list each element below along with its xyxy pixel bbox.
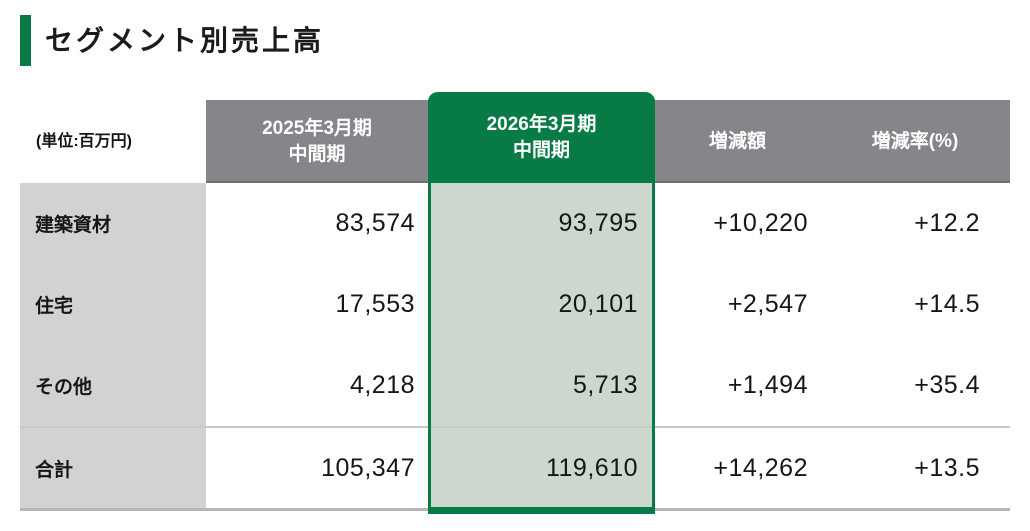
title-block: セグメント別売上高: [20, 15, 324, 66]
unit-label: (単位:百万円): [20, 100, 206, 183]
table-row-building-materials: 建築資材 83,574 93,795 +10,220 +12.2: [20, 183, 1010, 264]
change-rate-value: +14.5: [820, 264, 1010, 345]
current-period-value: 119,610: [428, 428, 655, 508]
title-accent-bar: [20, 15, 31, 66]
table-row-total: 合計 105,347 119,610 +14,262 +13.5: [20, 426, 1010, 508]
segment-sales-table: (単位:百万円) 2025年3月期 中間期 2026年3月期 中間期 増減額 増…: [20, 92, 1010, 514]
column-header-current-line1: 2026年3月期: [486, 113, 597, 135]
column-header-current-line2: 中間期: [512, 139, 570, 161]
current-period-value: 20,101: [428, 264, 655, 345]
column-header-current-period: 2026年3月期 中間期: [428, 92, 655, 183]
column-header-change-rate: 増減率(%): [820, 100, 1010, 183]
table-row-housing: 住宅 17,553 20,101 +2,547 +14.5: [20, 264, 1010, 345]
change-value: +1,494: [655, 345, 820, 426]
column-header-prev-line1: 2025年3月期: [262, 117, 372, 139]
change-rate-value: +35.4: [820, 345, 1010, 426]
change-value: +10,220: [655, 183, 820, 264]
prev-period-value: 105,347: [206, 428, 428, 508]
table-header-row: (単位:百万円) 2025年3月期 中間期 2026年3月期 中間期 増減額 増…: [20, 92, 1010, 183]
prev-period-value: 83,574: [206, 183, 428, 264]
row-label: 合計: [20, 428, 206, 508]
page-title: セグメント別売上高: [45, 24, 325, 56]
change-rate-value: +13.5: [820, 428, 1010, 508]
table-row-other: その他 4,218 5,713 +1,494 +35.4: [20, 345, 1010, 426]
row-label: その他: [20, 345, 206, 426]
column-header-change: 増減額: [655, 100, 820, 183]
row-label: 建築資材: [20, 183, 206, 264]
change-value: +2,547: [655, 264, 820, 345]
current-period-value: 93,795: [428, 183, 655, 264]
table-bottom-border: [20, 508, 1010, 511]
change-rate-value: +12.2: [820, 183, 1010, 264]
prev-period-value: 4,218: [206, 345, 428, 426]
current-period-value: 5,713: [428, 345, 655, 426]
prev-period-value: 17,553: [206, 264, 428, 345]
column-header-prev-line2: 中間期: [288, 143, 346, 165]
column-header-prev-period: 2025年3月期 中間期: [206, 100, 428, 183]
row-label: 住宅: [20, 264, 206, 345]
change-value: +14,262: [655, 428, 820, 508]
